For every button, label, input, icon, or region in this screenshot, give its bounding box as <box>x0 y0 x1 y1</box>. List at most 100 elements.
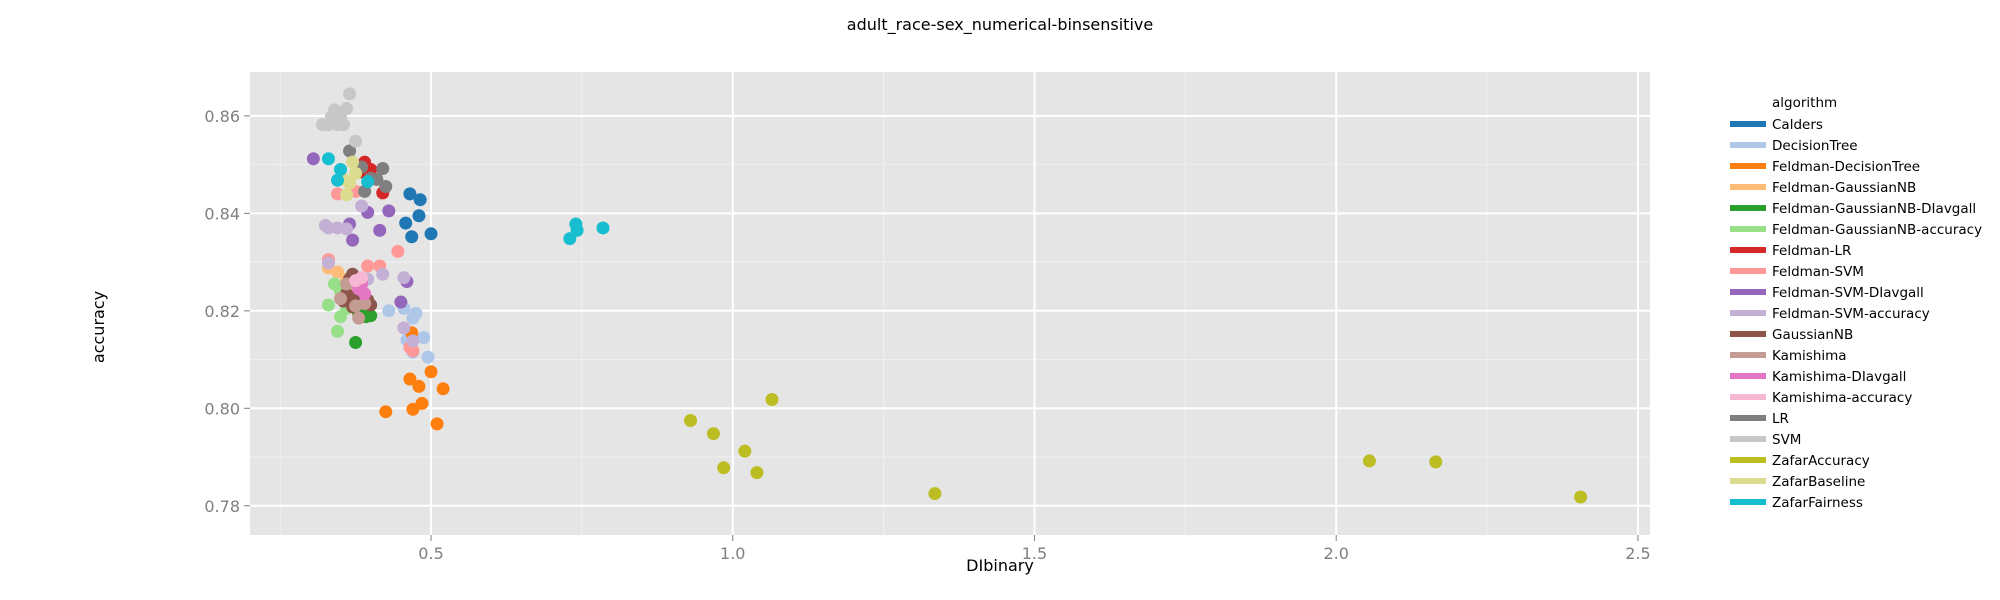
legend-label-lr: LR <box>1772 411 1789 427</box>
legend-swatch-calders <box>1730 121 1766 127</box>
point-feldman-svm-accuracy <box>397 321 410 334</box>
legend-swatch-zafaraccuracy <box>1730 457 1766 463</box>
y-axis-title: accuracy <box>89 291 108 363</box>
y-tick-label: 0.80 <box>204 399 240 418</box>
point-zafaraccuracy <box>707 427 720 440</box>
legend-label-feldman-svm-accuracy: Feldman-SVM-accuracy <box>1772 306 1930 322</box>
point-decisiontree <box>382 304 395 317</box>
point-zafarfairness <box>597 221 610 234</box>
y-tick-label: 0.84 <box>204 204 240 223</box>
legend-label-kamishima-diavgall: Kamishima-DIavgall <box>1772 369 1906 385</box>
y-tick-label: 0.78 <box>204 497 240 516</box>
legend-label-kamishima: Kamishima <box>1772 348 1847 364</box>
point-feldman-svm-diavgall <box>346 234 359 247</box>
legend-swatch-feldman-decisiontree <box>1730 163 1766 169</box>
point-svm <box>349 135 362 148</box>
point-feldman-decisiontree <box>406 403 419 416</box>
legend-label-gaussiannb: GaussianNB <box>1772 327 1853 343</box>
point-calders <box>405 230 418 243</box>
legend-swatch-feldman-gaussiannb-diavgall <box>1730 205 1766 211</box>
point-feldman-gaussiannb-accuracy <box>331 325 344 338</box>
legend-label-calders: Calders <box>1772 117 1823 133</box>
point-zafaraccuracy <box>1429 455 1442 468</box>
point-svm <box>343 87 356 100</box>
point-feldman-svm-accuracy <box>376 268 389 281</box>
legend-swatch-decisiontree <box>1730 142 1766 148</box>
point-feldman-svm <box>391 245 404 258</box>
point-zafaraccuracy <box>750 466 763 479</box>
legend-label-zafarbaseline: ZafarBaseline <box>1772 474 1865 490</box>
point-zafarfairness <box>334 163 347 176</box>
point-zafarbaseline <box>349 167 362 180</box>
point-feldman-decisiontree <box>437 382 450 395</box>
point-decisiontree <box>409 307 422 320</box>
point-feldman-decisiontree <box>379 405 392 418</box>
point-calders <box>425 227 438 240</box>
point-zafarbaseline <box>340 188 353 201</box>
point-feldman-svm-accuracy <box>397 271 410 284</box>
x-tick-label: 2.0 <box>1323 544 1348 563</box>
point-svm <box>316 118 329 131</box>
point-zafarfairness <box>361 175 374 188</box>
legend-swatch-feldman-svm-diavgall <box>1730 289 1766 295</box>
legend-label-feldman-decisiontree: Feldman-DecisionTree <box>1772 159 1920 175</box>
point-feldman-svm <box>361 259 374 272</box>
legend-swatch-feldman-svm-accuracy <box>1730 310 1766 316</box>
legend-swatch-feldman-svm <box>1730 268 1766 274</box>
legend-swatch-feldman-gaussiannb-accuracy <box>1730 226 1766 232</box>
y-tick-label: 0.86 <box>204 107 240 126</box>
legend-label-feldman-gaussiannb: Feldman-GaussianNB <box>1772 180 1916 196</box>
point-calders <box>414 193 427 206</box>
legend-label-feldman-gaussiannb-diavgall: Feldman-GaussianNB-DIavgall <box>1772 201 1976 217</box>
legend-swatch-kamishima-accuracy <box>1730 394 1766 400</box>
point-zafaraccuracy <box>765 393 778 406</box>
chart-title: adult_race-sex_numerical-binsensitive <box>847 15 1153 35</box>
point-feldman-svm-accuracy <box>340 222 353 235</box>
point-feldman-svm-diavgall <box>373 224 386 237</box>
point-feldman-svm-accuracy <box>322 257 335 270</box>
legend-swatch-svm <box>1730 436 1766 442</box>
legend-swatch-gaussiannb <box>1730 331 1766 337</box>
point-feldman-decisiontree <box>431 417 444 430</box>
point-decisiontree <box>422 351 435 364</box>
point-feldman-svm-diavgall <box>394 296 407 309</box>
legend-label-kamishima-accuracy: Kamishima-accuracy <box>1772 390 1912 406</box>
point-zafaraccuracy <box>717 461 730 474</box>
legend-swatch-kamishima-diavgall <box>1730 373 1766 379</box>
legend-swatch-zafarbaseline <box>1730 478 1766 484</box>
legend-label-feldman-gaussiannb-accuracy: Feldman-GaussianNB-accuracy <box>1772 222 1982 238</box>
y-tick-label: 0.82 <box>204 302 240 321</box>
point-zafarfairness <box>571 224 584 237</box>
legend-label-zafaraccuracy: ZafarAccuracy <box>1772 453 1870 469</box>
point-svm <box>340 102 353 115</box>
point-zafaraccuracy <box>738 445 751 458</box>
legend-label-svm: SVM <box>1772 432 1801 448</box>
x-tick-label: 0.5 <box>418 544 443 563</box>
point-zafarbaseline <box>346 156 359 169</box>
point-kamishima-accuracy <box>349 274 362 287</box>
point-zafaraccuracy <box>1574 490 1587 503</box>
legend-title: algorithm <box>1772 95 1837 111</box>
point-feldman-decisiontree <box>425 365 438 378</box>
x-tick-label: 1.0 <box>720 544 745 563</box>
point-calders <box>399 217 412 230</box>
point-feldman-decisiontree <box>412 380 425 393</box>
legend-swatch-lr <box>1730 415 1766 421</box>
legend-swatch-feldman-gaussiannb <box>1730 184 1766 190</box>
legend-swatch-feldman-lr <box>1730 247 1766 253</box>
point-feldman-gaussiannb-accuracy <box>322 298 335 311</box>
legend-label-feldman-svm-diavgall: Feldman-SVM-DIavgall <box>1772 285 1924 301</box>
point-feldman-gaussiannb-diavgall <box>349 336 362 349</box>
legend-label-feldman-svm: Feldman-SVM <box>1772 264 1864 280</box>
point-kamishima <box>352 312 365 325</box>
legend-swatch-zafarfairness <box>1730 499 1766 505</box>
legend: algorithm Calders DecisionTree Feldman-Dec… <box>1730 95 1982 511</box>
point-kamishima <box>334 292 347 305</box>
point-feldman-svm-diavgall <box>382 204 395 217</box>
point-zafaraccuracy <box>928 487 941 500</box>
legend-label-decisiontree: DecisionTree <box>1772 138 1858 154</box>
legend-swatch-kamishima <box>1730 352 1766 358</box>
point-feldman-svm-diavgall <box>307 152 320 165</box>
point-zafarfairness <box>322 152 335 165</box>
